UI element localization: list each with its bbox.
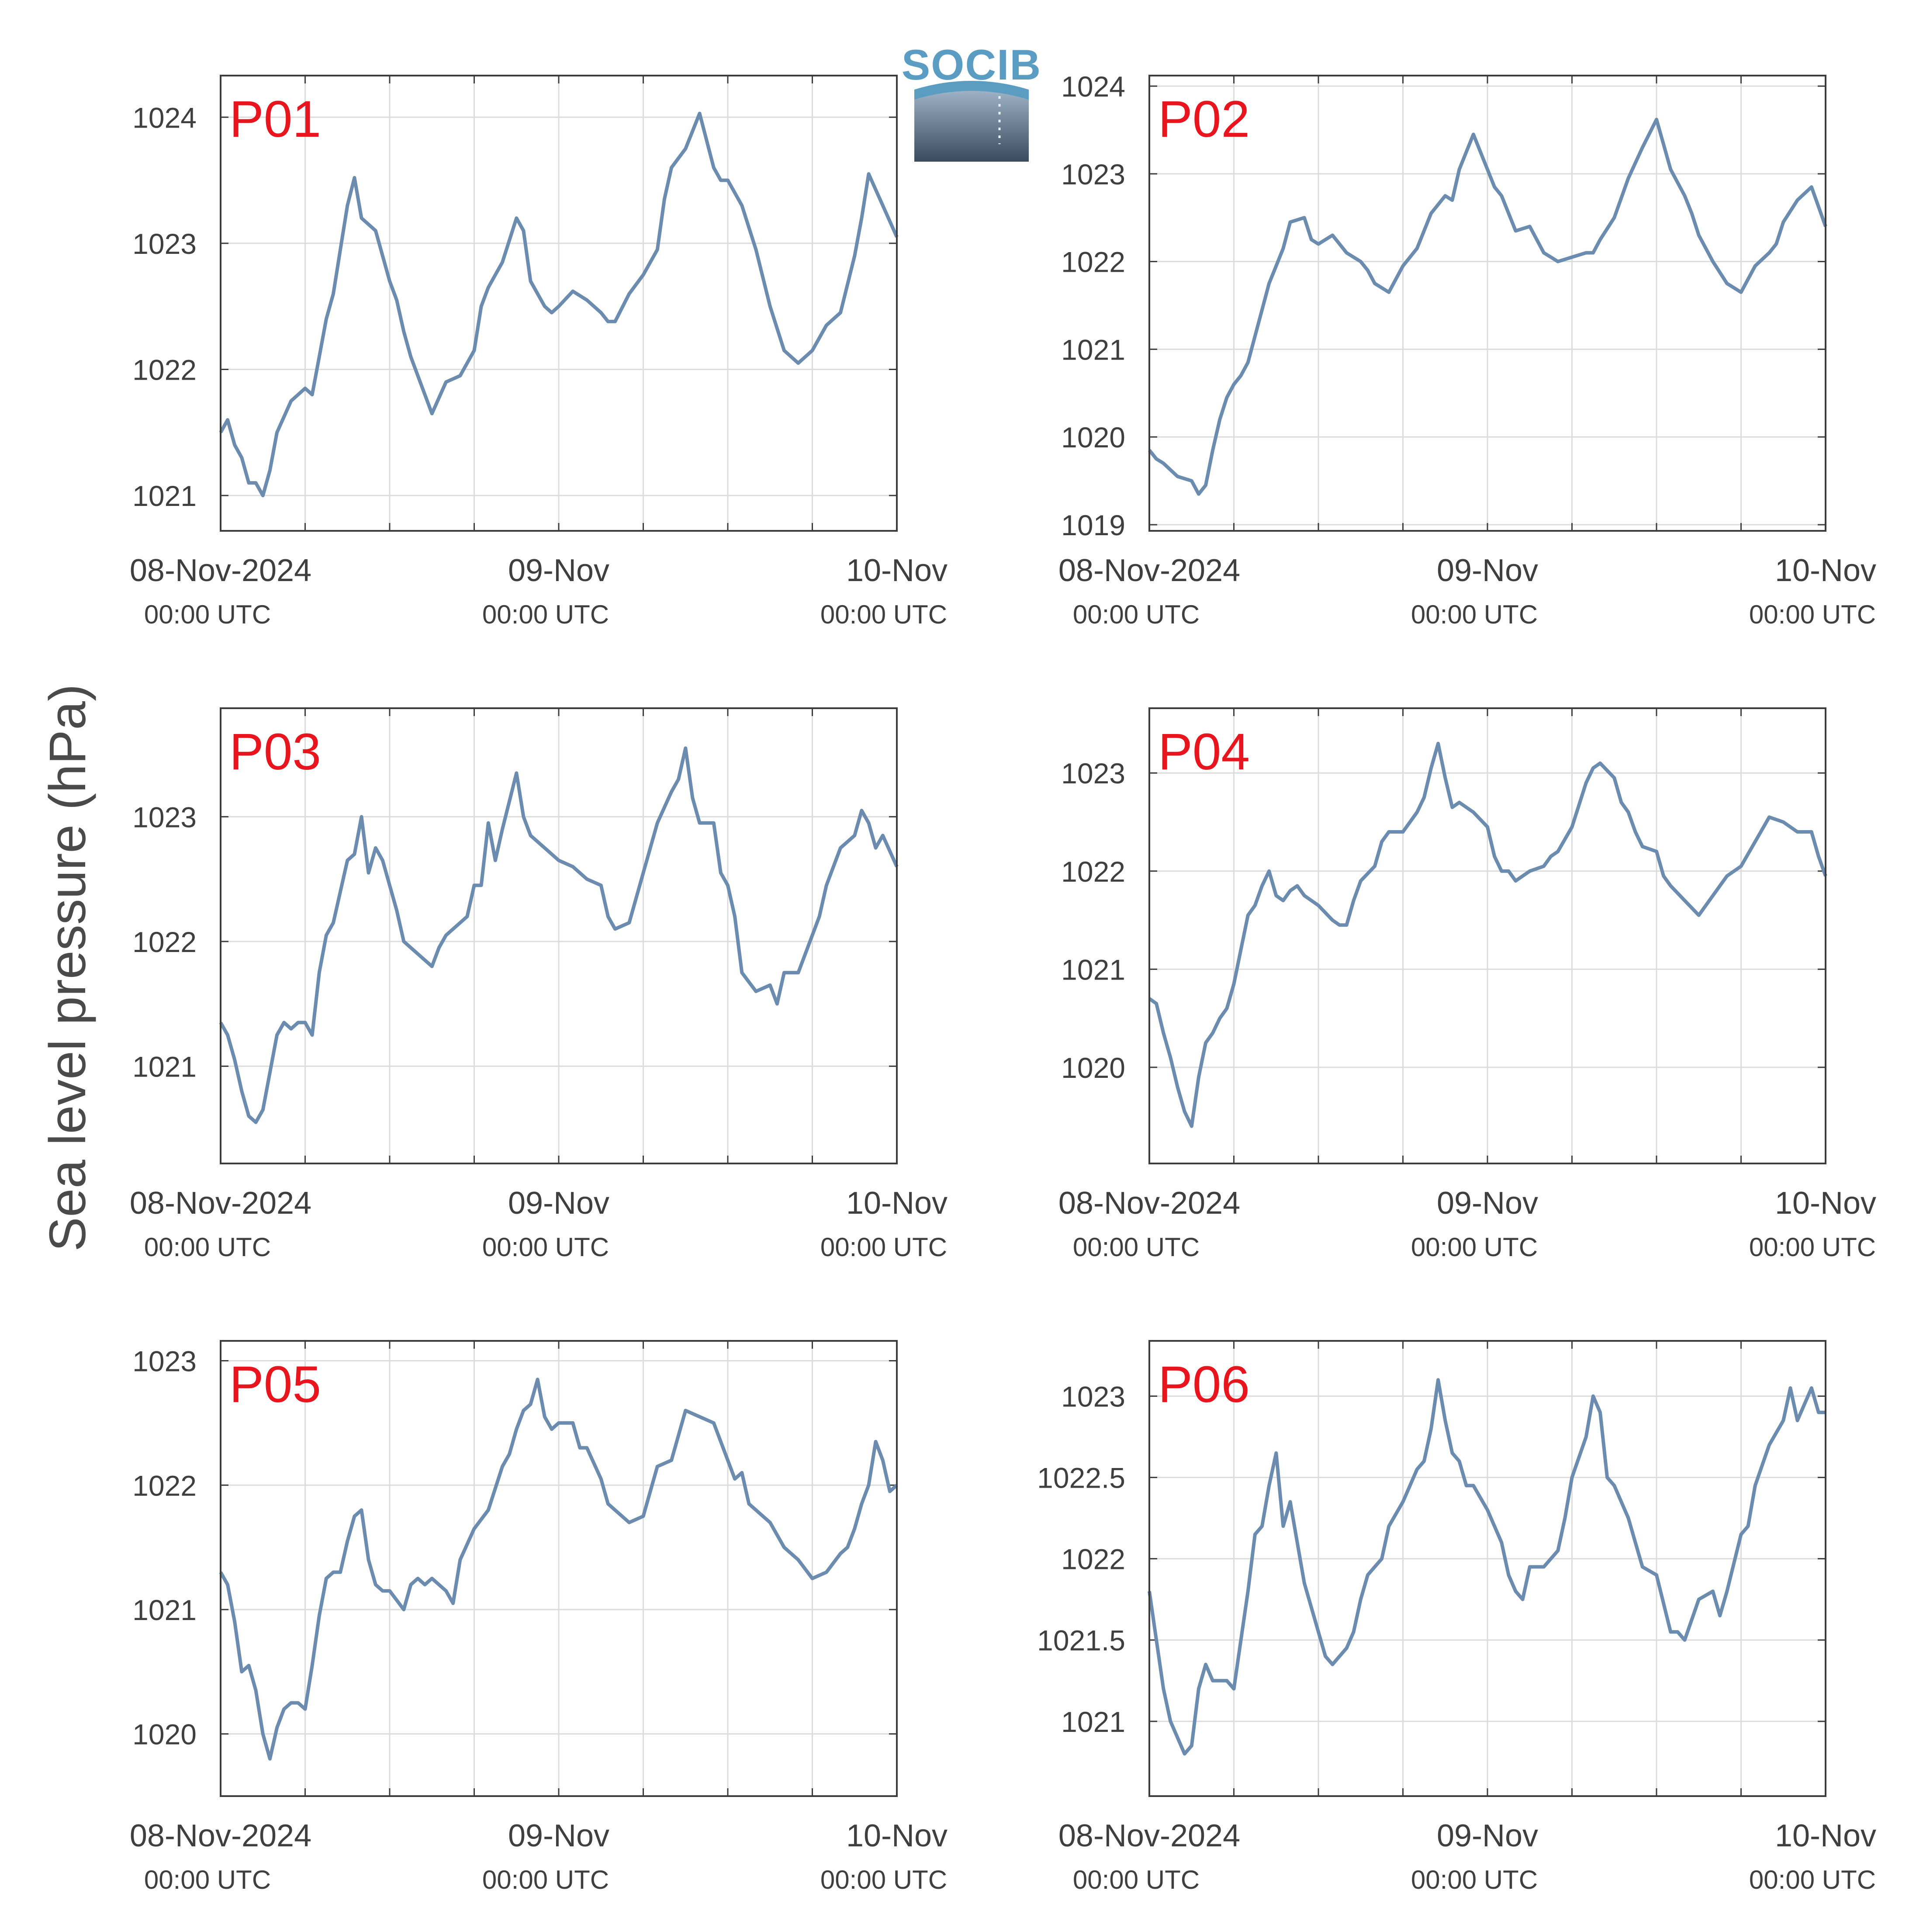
- x-tick-sublabel: 00:00 UTC: [1749, 1865, 1876, 1894]
- x-tick-label: 09-Nov: [508, 1186, 609, 1221]
- x-tick-sublabel: 00:00 UTC: [144, 1865, 271, 1894]
- panel-label: P02: [1158, 90, 1250, 148]
- y-tick-label: 1022: [132, 1469, 197, 1502]
- y-tick-label: 1024: [132, 101, 197, 134]
- x-tick-sublabel: 00:00 UTC: [820, 1865, 947, 1894]
- x-tick-label: 09-Nov: [1437, 1818, 1538, 1853]
- x-tick-label: 10-Nov: [1775, 1186, 1876, 1221]
- x-tick-sublabel: 00:00 UTC: [482, 1233, 609, 1262]
- panel-label: P06: [1158, 1356, 1250, 1413]
- y-tick-label: 1022: [132, 354, 197, 386]
- x-tick-sublabel: 00:00 UTC: [1073, 1233, 1200, 1262]
- y-tick-label: 1022: [1061, 246, 1125, 278]
- y-tick-label: 1023: [132, 1345, 197, 1378]
- y-tick-label: 1022: [132, 926, 197, 958]
- x-tick-label: 09-Nov: [1437, 1186, 1538, 1221]
- x-tick-sublabel: 00:00 UTC: [482, 1865, 609, 1894]
- x-tick-label: 10-Nov: [846, 1186, 948, 1221]
- pressure-series-line: [219, 1378, 898, 1761]
- socib-logo: SOCIB: [902, 41, 1041, 162]
- y-tick-label: 1023: [132, 228, 197, 260]
- x-tick-sublabel: 00:00 UTC: [144, 1233, 271, 1262]
- axes-frame: [220, 1340, 898, 1797]
- x-tick-sublabel: 00:00 UTC: [820, 600, 947, 629]
- x-tick-sublabel: 00:00 UTC: [1411, 1233, 1538, 1262]
- y-tick-label: 1023: [1061, 757, 1125, 789]
- panel-label: P03: [229, 723, 321, 781]
- x-tick-sublabel: 00:00 UTC: [1073, 1865, 1200, 1894]
- x-tick-sublabel: 00:00 UTC: [144, 600, 271, 629]
- x-tick-sublabel: 00:00 UTC: [482, 600, 609, 629]
- x-tick-label: 08-Nov-2024: [1058, 1818, 1240, 1853]
- y-tick-label: 1022.5: [1037, 1462, 1125, 1494]
- y-tick-label: 1020: [1061, 1052, 1125, 1084]
- x-tick-sublabel: 00:00 UTC: [1411, 1865, 1538, 1894]
- panel-label: P01: [229, 90, 321, 148]
- x-tick-label: 08-Nov-2024: [1058, 1186, 1240, 1221]
- pressure-series-line: [1148, 1378, 1826, 1756]
- y-axis-label: Sea level pressure (hPa): [39, 684, 97, 1252]
- y-tick-label: 1021: [132, 1050, 197, 1083]
- panel-label: P04: [1158, 723, 1250, 781]
- y-tick-label: 1021.5: [1037, 1624, 1125, 1657]
- x-tick-sublabel: 00:00 UTC: [1749, 1233, 1876, 1262]
- axes-frame: [220, 707, 898, 1164]
- x-tick-label: 09-Nov: [1437, 553, 1538, 588]
- y-tick-label: 1023: [132, 801, 197, 833]
- y-tick-label: 1019: [1061, 509, 1125, 541]
- y-tick-label: 1024: [1061, 70, 1125, 103]
- y-tick-label: 1020: [1061, 421, 1125, 454]
- y-tick-label: 1022: [1061, 1543, 1125, 1575]
- x-tick-sublabel: 00:00 UTC: [1749, 600, 1876, 629]
- x-tick-label: 08-Nov-2024: [130, 1818, 311, 1853]
- panel-p04: 1020 1021 1022 1023 08-Nov-2024 00:00 UTC 09-N…: [1058, 707, 1876, 1262]
- x-tick-label: 10-Nov: [1775, 1818, 1876, 1853]
- y-tick-label: 1021: [1061, 1706, 1125, 1738]
- y-tick-label: 1020: [132, 1718, 197, 1751]
- x-tick-label: 09-Nov: [508, 553, 609, 588]
- x-tick-sublabel: 00:00 UTC: [820, 1233, 947, 1262]
- logo-text: SOCIB: [902, 41, 1041, 89]
- y-tick-label: 1021: [1061, 333, 1125, 366]
- pressure-series-line: [1148, 118, 1827, 496]
- panel-p03: 1021 1022 1023 08-Nov-2024 00:00 UTC 09-Nov 00…: [130, 707, 948, 1262]
- x-tick-sublabel: 00:00 UTC: [1411, 600, 1538, 629]
- pressure-series-line: [1148, 741, 1827, 1128]
- pressure-series-line: [219, 111, 899, 498]
- pressure-series-line: [219, 746, 899, 1124]
- y-tick-label: 1021: [1061, 953, 1125, 986]
- x-tick-label: 10-Nov: [1775, 553, 1876, 588]
- y-tick-label: 1023: [1061, 1381, 1125, 1413]
- axes-frame: [220, 75, 898, 532]
- x-tick-label: 08-Nov-2024: [130, 1186, 311, 1221]
- y-tick-label: 1021: [132, 1594, 197, 1626]
- axes-frame: [1148, 1340, 1826, 1797]
- y-tick-label: 1021: [132, 480, 197, 512]
- panel-p02: 1019 1020 1021 1022 1023 1024 08-Nov-2024 00:00…: [1058, 70, 1876, 629]
- panel-label: P05: [229, 1356, 321, 1413]
- axes-frame: [1148, 707, 1826, 1164]
- x-tick-label: 08-Nov-2024: [1058, 553, 1240, 588]
- x-tick-label: 10-Nov: [846, 553, 948, 588]
- y-tick-label: 1023: [1061, 158, 1125, 190]
- panel-p05: 1020 1021 1022 1023 08-Nov-2024 00:00 UTC 09-N…: [130, 1340, 948, 1894]
- x-tick-label: 09-Nov: [508, 1818, 609, 1853]
- x-tick-sublabel: 00:00 UTC: [1073, 600, 1200, 629]
- x-tick-label: 08-Nov-2024: [130, 553, 311, 588]
- axes-frame: [1148, 75, 1826, 532]
- y-tick-label: 1022: [1061, 855, 1125, 888]
- panel-p06: 1021 1021.5 1022 1022.5 1023 08-Nov-2024 00:00…: [1037, 1340, 1876, 1894]
- panel-p01: 1021 1022 1023 1024 08-Nov-2024 00:00 UTC 09-N…: [130, 75, 948, 629]
- x-tick-label: 10-Nov: [846, 1818, 948, 1853]
